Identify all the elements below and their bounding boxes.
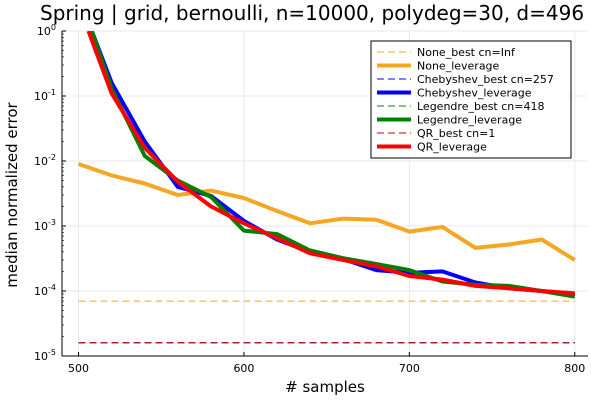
y-tick-label: 100: [37, 23, 56, 38]
plot-area: 500 600 700 800 10-5 10-4 10-3 10-2 10-1 100: [34, 23, 588, 375]
y-tick-label: 10-1: [34, 88, 56, 103]
legend-box: [370, 40, 572, 159]
legend-label: Chebyshev_best cn=257: [417, 73, 554, 86]
x-tick-label: 700: [399, 362, 420, 375]
legend-label: Legendre_best cn=418: [417, 100, 544, 113]
y-tick-label: 10-5: [34, 348, 56, 363]
y-axis-label: median normalized error: [3, 101, 21, 287]
x-axis-label: # samples: [285, 378, 365, 396]
legend-label: None_best cn=Inf: [417, 46, 516, 59]
legend-label: Legendre_leverage: [417, 114, 522, 127]
legend-label: QR_leverage: [417, 141, 487, 154]
series-line-7: [86, 31, 575, 296]
y-tick-label: 10-2: [34, 153, 56, 168]
series-line-1: [77, 162, 576, 262]
x-tick-label: 600: [233, 362, 254, 375]
x-tick-label: 800: [564, 362, 585, 375]
legend: None_best cn=InfNone_leverageChebyshev_b…: [370, 40, 572, 159]
y-tick-label: 10-4: [34, 283, 56, 298]
legend-label: QR_best cn=1: [417, 127, 495, 140]
series-group: [77, 31, 576, 344]
legend-label: None_leverage: [417, 60, 500, 73]
x-tick-label: 500: [68, 362, 89, 375]
chart-title: Spring | grid, bernoulli, n=10000, polyd…: [40, 1, 584, 25]
y-tick-label: 10-3: [34, 218, 56, 233]
legend-label: Chebyshev_leverage: [417, 87, 532, 100]
